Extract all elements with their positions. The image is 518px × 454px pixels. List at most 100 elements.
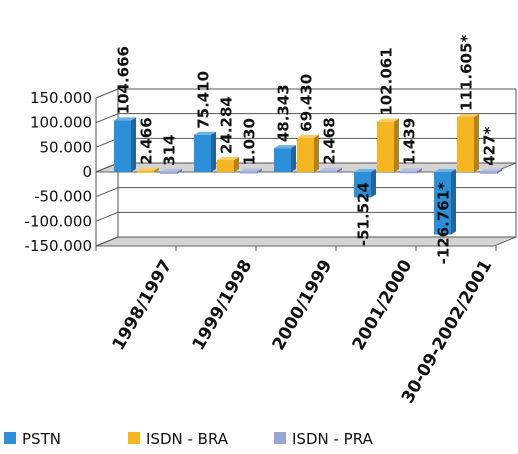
legend-swatch (128, 432, 140, 444)
x-category-label: 1998/1997 (109, 257, 177, 354)
data-label: 104.666 (115, 46, 133, 114)
gridline-side (95, 113, 119, 124)
data-label: 1.030 (241, 118, 259, 165)
x-category-label: 2001/2000 (349, 256, 417, 353)
bar-top (480, 168, 502, 172)
bar (160, 168, 182, 174)
bar (457, 113, 479, 172)
bar-side (417, 168, 422, 174)
bar-top (217, 157, 239, 161)
bar (400, 168, 422, 174)
bar-top (274, 145, 296, 149)
x-category-label: 1999/1998 (189, 257, 257, 354)
data-label: 314 (161, 135, 179, 166)
bar (297, 134, 319, 172)
data-label: 75.410 (195, 71, 213, 129)
bar-top (457, 113, 479, 117)
data-label: 69.430 (298, 74, 316, 132)
gridline-side (95, 88, 119, 99)
legend-swatch (274, 432, 286, 444)
bar (217, 157, 239, 172)
data-label: -126.761* (435, 182, 453, 265)
gridline-side (95, 211, 119, 222)
bar-front (274, 148, 291, 172)
bar-side (314, 134, 319, 172)
legend-label: ISDN - PRA (292, 430, 374, 448)
legend-swatch (4, 432, 16, 444)
bar-side (211, 131, 216, 172)
data-label: 48.343 (275, 84, 293, 142)
bar-front (354, 172, 371, 198)
bar-side (154, 167, 159, 173)
bar-front (137, 170, 154, 173)
legend-item: ISDN - BRA (128, 430, 229, 448)
data-label: -51.524 (355, 182, 373, 246)
bar-top (354, 169, 376, 172)
bar-front (114, 120, 131, 172)
bar-top (137, 167, 159, 171)
data-labels: 104.666 75.410 48.343 -51.524 -126.761* 2.466… (115, 35, 499, 265)
bar-side (234, 157, 239, 172)
legend: PSTN ISDN - BRA ISDN - PRA (4, 430, 374, 448)
legend-label: PSTN (22, 430, 61, 448)
legend-item: ISDN - PRA (274, 430, 374, 448)
bar-front (480, 171, 497, 174)
x-category-label: 2000/1999 (269, 257, 337, 354)
bar (194, 131, 216, 172)
bar (114, 117, 136, 172)
bar-side (131, 117, 136, 172)
x-category-label: 30-09-2002/2001 (398, 257, 496, 408)
bar-top (377, 118, 399, 122)
bar-front (377, 121, 394, 172)
y-tick-label: -100.000 (25, 212, 92, 230)
gridline-side (95, 236, 119, 247)
bar-top (240, 168, 262, 172)
bar (137, 167, 159, 173)
bar-side (497, 168, 502, 174)
bar-top (400, 168, 422, 172)
bar-top (434, 169, 456, 172)
data-label: 2.468 (321, 117, 339, 164)
bar-side (394, 118, 399, 172)
data-label: 102.061 (378, 47, 396, 115)
bar (434, 169, 456, 235)
data-label: 2.466 (138, 117, 156, 164)
bar-side (337, 167, 342, 173)
bottom-floor (95, 236, 517, 247)
bar-side (291, 145, 296, 172)
bar-top (160, 168, 182, 172)
bar (377, 118, 399, 172)
y-tick-label: 0 (82, 163, 92, 181)
y-axis-ticks: 150.000 100.000 50.000 0 -50.000 -100.000 -150… (25, 89, 92, 255)
data-label: 111.605* (458, 35, 476, 111)
bar-side (177, 168, 182, 174)
bar-top (114, 117, 136, 121)
legend-item: PSTN (4, 430, 61, 448)
bar-top (194, 131, 216, 135)
bar-front (320, 170, 337, 173)
y-tick-label: -150.000 (25, 237, 92, 255)
bar (240, 168, 262, 174)
bar-side (451, 169, 456, 235)
bar-front (217, 160, 234, 172)
bar (320, 167, 342, 173)
bar-top (297, 134, 319, 138)
gridline-side (95, 187, 119, 198)
bar-front (297, 137, 314, 172)
y-tick-label: 100.000 (30, 114, 92, 132)
bar-front (160, 171, 177, 174)
data-label: 1.439 (401, 118, 419, 165)
bar-top (320, 167, 342, 171)
legend-label: ISDN - BRA (146, 430, 229, 448)
data-label: 24.284 (218, 96, 236, 154)
bar-side (474, 113, 479, 172)
bar-front (457, 116, 474, 172)
data-label: 427* (481, 126, 499, 165)
bar-front (400, 171, 417, 174)
bar-front (194, 134, 211, 172)
bar-side (371, 169, 376, 198)
y-tick-label: 150.000 (30, 89, 92, 107)
bar-side (257, 168, 262, 174)
y-tick-label: -50.000 (34, 188, 92, 206)
